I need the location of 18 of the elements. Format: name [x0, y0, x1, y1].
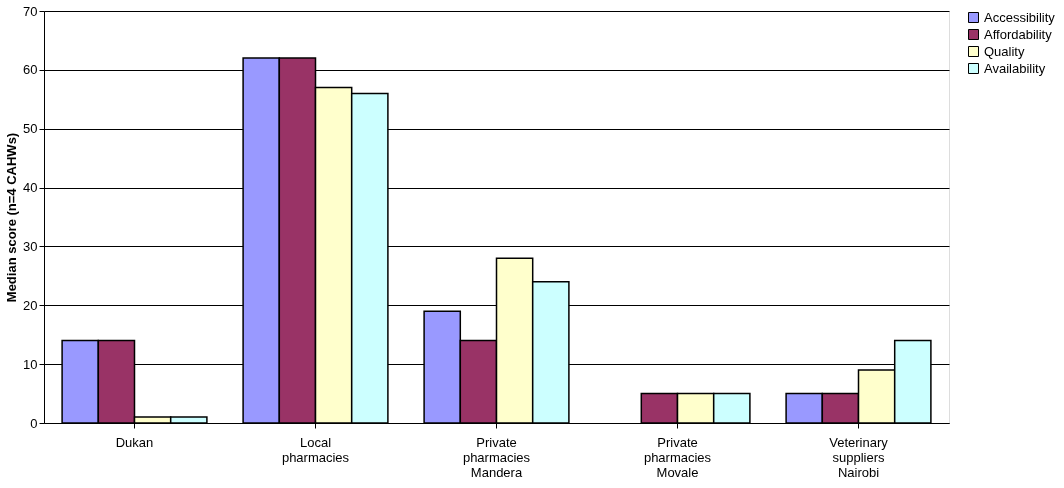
- x-tick-label: Dukan: [115, 434, 154, 450]
- x-tick-label: Private pharmacies Movale: [643, 434, 712, 480]
- x-tick-label: Local pharmacies: [281, 434, 350, 465]
- legend-label: Affordability: [984, 26, 1053, 42]
- y-tick-label: 30: [23, 238, 38, 254]
- x-tick-label: Veterinary suppliers Nairobi: [829, 434, 889, 480]
- legend-label: Quality: [984, 43, 1025, 59]
- legend-label: Accessibility: [984, 9, 1056, 25]
- y-tick-label: 10: [23, 356, 38, 372]
- x-tick-label: Private pharmacies Mandera: [462, 434, 531, 480]
- y-tick-label: 70: [23, 3, 38, 19]
- legend-label: Availability: [984, 60, 1046, 76]
- y-tick-label: 60: [23, 62, 38, 78]
- y-axis-title: Median score (n=4 CAHWs): [4, 132, 20, 303]
- y-tick-label: 0: [30, 415, 38, 431]
- y-tick-label: 40: [23, 180, 38, 196]
- y-tick-label: 20: [23, 297, 38, 313]
- y-tick-label: 50: [23, 121, 38, 137]
